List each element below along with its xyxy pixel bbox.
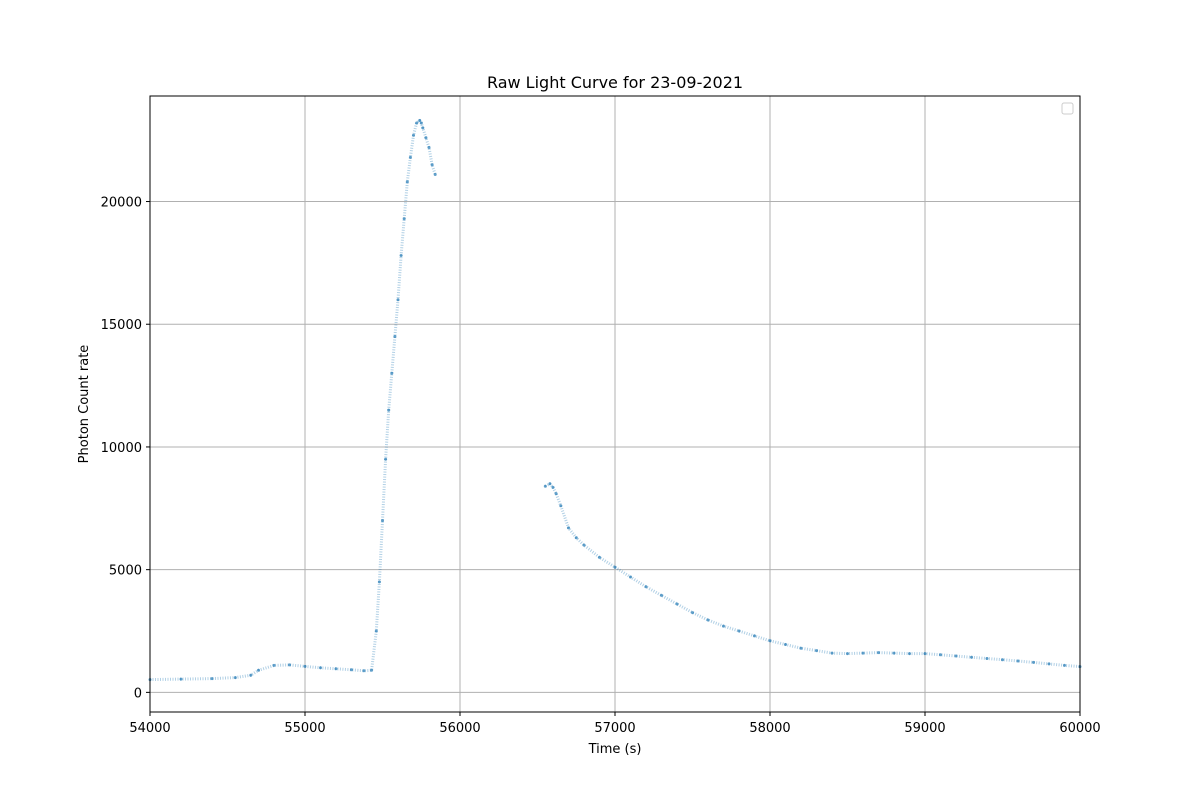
chart-title: Raw Light Curve for 23-09-2021	[487, 73, 743, 92]
data-point	[179, 677, 183, 681]
data-point	[415, 121, 419, 125]
data-point	[288, 663, 291, 667]
data-point	[908, 652, 911, 656]
data-point	[706, 618, 710, 622]
data-point	[543, 484, 547, 488]
y-tick-label: 10000	[101, 441, 142, 456]
data-points	[148, 119, 1082, 682]
data-point	[374, 629, 378, 633]
x-tick-label: 56000	[439, 721, 480, 736]
y-tick-label: 15000	[101, 318, 142, 333]
data-point	[598, 555, 601, 559]
x-tick-label: 58000	[749, 721, 790, 736]
data-point	[1001, 658, 1004, 662]
data-point	[629, 575, 632, 579]
data-point	[272, 663, 276, 667]
data-point	[381, 519, 384, 523]
data-trace	[544, 482, 1081, 669]
data-point	[892, 651, 896, 655]
data-point	[427, 146, 431, 149]
data-point	[923, 652, 927, 656]
data-point	[405, 180, 409, 184]
data-point	[350, 668, 353, 672]
data-point	[753, 634, 756, 638]
data-point	[257, 668, 260, 672]
data-point	[1016, 659, 1020, 663]
data-point	[418, 119, 422, 122]
data-point	[402, 217, 406, 221]
data-point	[877, 651, 880, 655]
data-point	[737, 629, 741, 633]
data-point	[249, 673, 253, 677]
data-point	[421, 126, 425, 130]
data-point	[846, 652, 849, 656]
data-point	[303, 664, 307, 668]
data-point	[939, 653, 942, 657]
data-point	[815, 649, 818, 653]
data-point	[554, 492, 558, 496]
y-tick-label: 5000	[109, 564, 142, 579]
data-point	[233, 676, 237, 680]
data-point	[362, 669, 366, 673]
data-point	[861, 651, 865, 655]
data-point	[396, 298, 400, 302]
x-tick-label: 54000	[129, 721, 170, 736]
data-point	[567, 526, 570, 530]
axis-ticks: 54000 55000 56000 57000 58000 59000 60000 0 5000…	[101, 196, 1101, 736]
x-tick-label: 59000	[904, 721, 945, 736]
data-point	[830, 651, 834, 655]
data-point	[210, 677, 214, 681]
y-tick-label: 0	[134, 686, 142, 701]
data-point	[319, 666, 322, 670]
data-point	[412, 133, 415, 137]
data-point	[660, 593, 663, 597]
data-point	[334, 667, 338, 671]
data-point	[644, 585, 648, 589]
data-point	[399, 254, 403, 257]
data-point	[985, 657, 989, 660]
data-point	[768, 639, 772, 643]
data-point	[390, 371, 394, 375]
data-point	[393, 335, 397, 338]
data-point	[1032, 660, 1035, 664]
data-point	[1047, 662, 1051, 666]
x-axis-label: Time (s)	[588, 742, 642, 757]
data-point	[675, 602, 679, 606]
data-point	[722, 624, 725, 628]
data-point	[424, 136, 428, 140]
data-point	[691, 611, 694, 615]
data-point	[377, 580, 381, 584]
data-point	[384, 457, 388, 461]
data-point	[613, 565, 617, 569]
data-point	[419, 121, 423, 125]
data-point	[582, 543, 586, 547]
y-tick-label: 20000	[101, 196, 142, 211]
data-point	[784, 643, 787, 646]
data-point	[1063, 663, 1066, 667]
x-tick-label: 57000	[594, 721, 635, 736]
y-axis-label: Photon Count rate	[77, 345, 92, 464]
data-point	[370, 668, 374, 672]
data-point	[799, 646, 803, 650]
data-point	[970, 655, 973, 659]
data-point	[559, 504, 563, 508]
legend-box	[1061, 102, 1074, 115]
data-point	[433, 173, 437, 176]
x-tick-label: 55000	[284, 721, 325, 736]
data-point	[548, 482, 552, 486]
data-point	[574, 536, 578, 540]
data-point	[387, 408, 391, 412]
data-point	[408, 155, 412, 159]
data-point	[430, 163, 434, 167]
x-tick-label: 60000	[1059, 721, 1100, 736]
data-point	[551, 485, 555, 489]
data-point	[954, 654, 958, 658]
